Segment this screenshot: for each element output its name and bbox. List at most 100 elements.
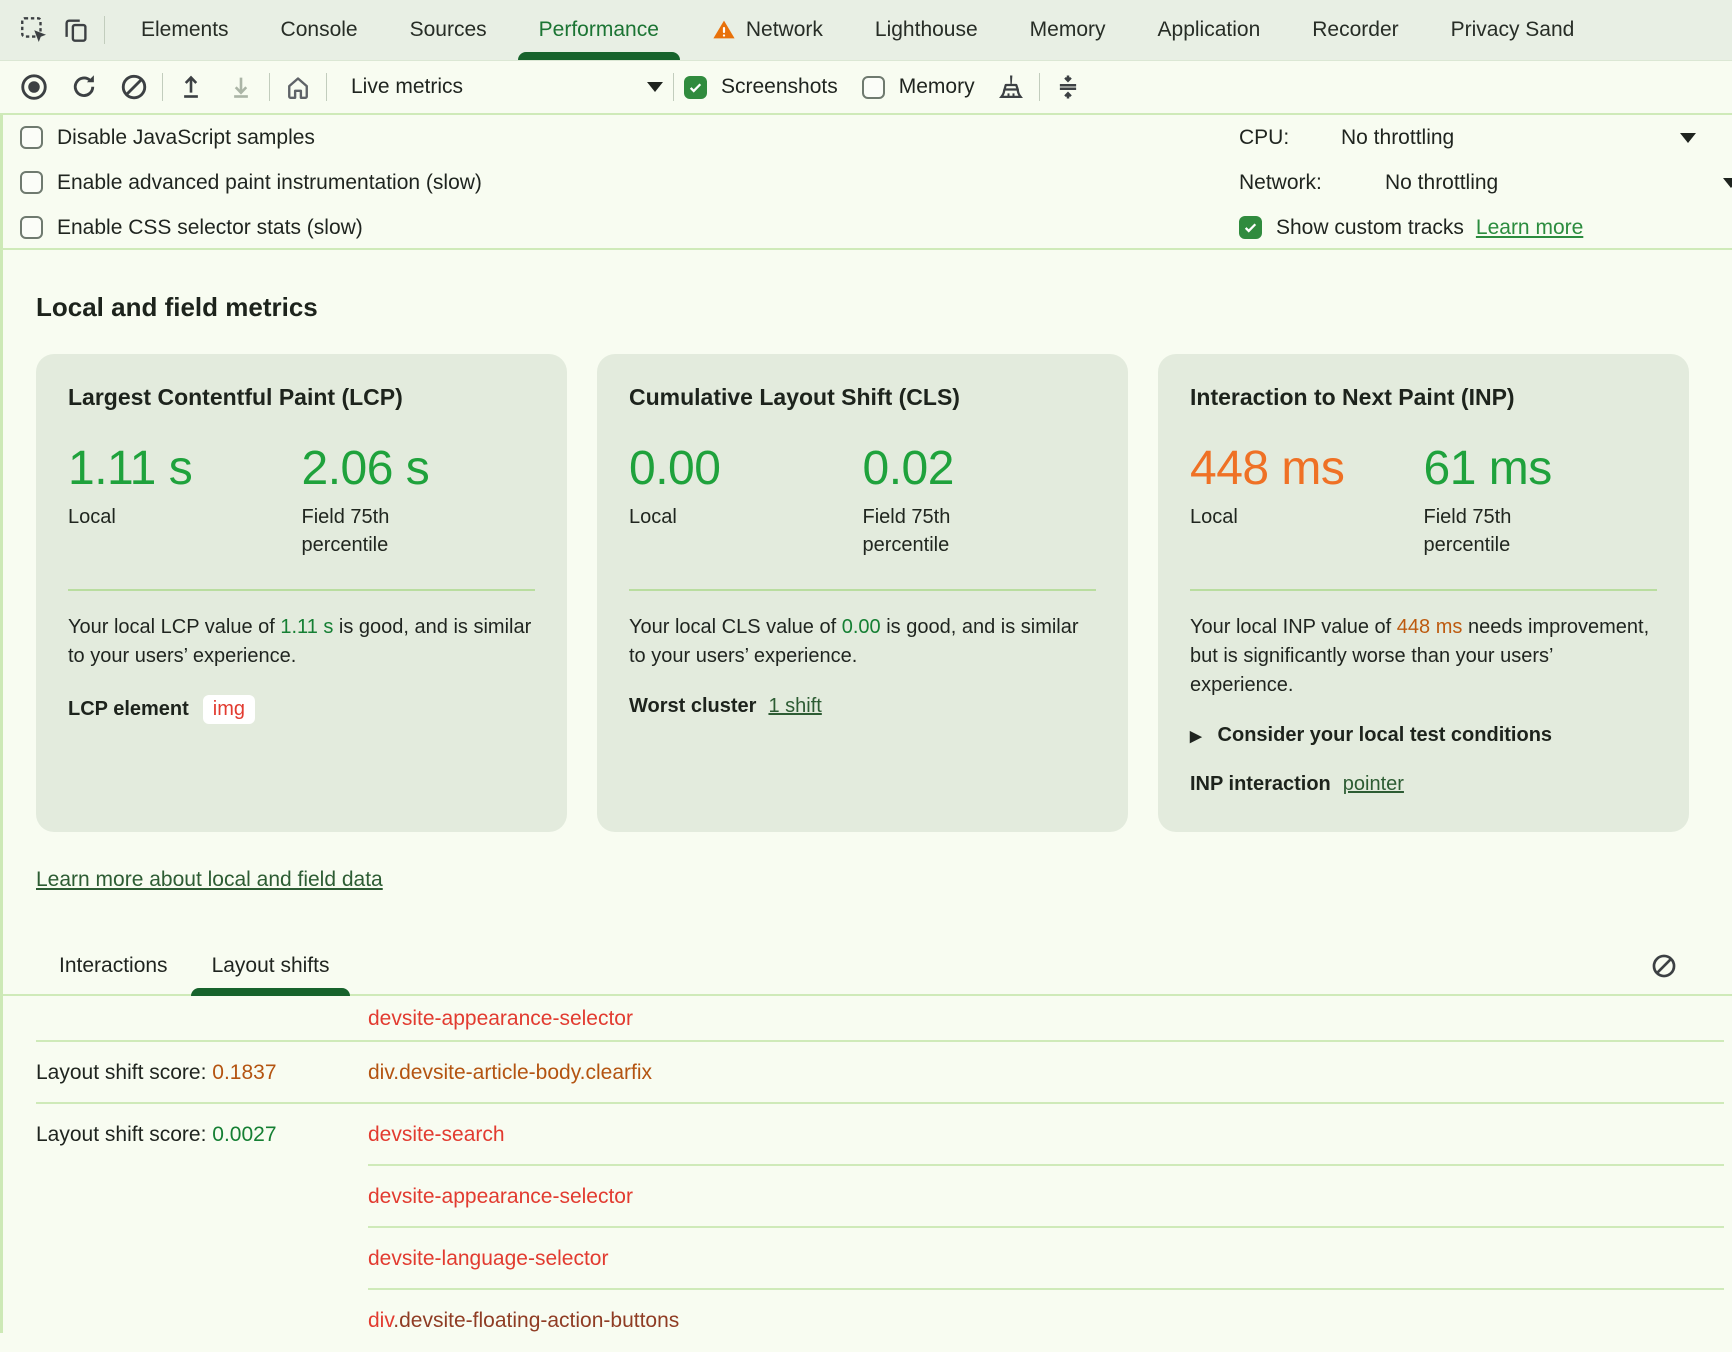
throttling-controls: CPU: No throttling Network: No throttlin… (1239, 115, 1732, 250)
cls-local-value: 0.00 (629, 442, 721, 495)
shift-element-link[interactable]: devsite-language-selector (368, 1247, 609, 1270)
shift-element-link[interactable]: div.devsite-article-body.clearfix (368, 1061, 652, 1084)
cpu-label: CPU: (1239, 125, 1290, 149)
layout-shift-row: devsite-appearance-selector (3, 996, 1732, 1042)
shift-element-link[interactable]: div.devsite-floating-action-buttons (368, 1309, 679, 1333)
field-data-learn-more-link[interactable]: Learn more about local and field data (36, 868, 383, 891)
inp-interaction-link[interactable]: pointer (1342, 773, 1404, 795)
advanced-paint-row[interactable]: Enable advanced paint instrumentation (s… (20, 160, 482, 205)
toolbar-separator (269, 73, 270, 101)
clear-icon[interactable] (116, 69, 152, 105)
desc-text: Your local LCP value of (68, 616, 281, 638)
worst-cluster-link[interactable]: 1 shift (768, 695, 822, 717)
desc-text: needs improvement, but is significantly … (1190, 616, 1650, 696)
tab-label: Performance (538, 18, 659, 41)
tab-label: Application (1157, 18, 1261, 41)
lcp-element-label: LCP element (68, 698, 189, 720)
tab-label: Lighthouse (874, 18, 978, 41)
shift-score: Layout shift score: 0.0027 (36, 1123, 368, 1147)
lcp-card-title: Largest Contentful Paint (LCP) (68, 384, 403, 410)
tabbar-separator (104, 16, 105, 44)
tab-network[interactable]: Network (685, 0, 849, 60)
disable-js-samples-checkbox[interactable] (20, 126, 43, 149)
layout-shift-row: devsite-language-selector (3, 1228, 1732, 1290)
tab-privacy-sandbox[interactable]: Privacy Sand (1425, 0, 1601, 60)
tab-layout-shifts[interactable]: Layout shifts (190, 938, 351, 996)
advanced-paint-checkbox[interactable] (20, 171, 43, 194)
local-test-conditions-expander[interactable]: ▶ Consider your local test conditions (1190, 724, 1657, 747)
cpu-throttling-row: CPU: No throttling (1239, 115, 1732, 160)
tab-memory[interactable]: Memory (1004, 0, 1132, 60)
collect-garbage-icon[interactable] (993, 69, 1029, 105)
tab-lighthouse[interactable]: Lighthouse (849, 0, 1004, 60)
custom-tracks-label: Show custom tracks (1276, 215, 1464, 239)
chevron-down-icon[interactable] (1723, 177, 1732, 188)
network-throttling-select[interactable]: No throttling (1385, 170, 1499, 194)
network-throttling-row: Network: No throttling (1239, 160, 1732, 205)
shift-element-link[interactable]: devsite-appearance-selector (368, 1185, 633, 1208)
home-icon[interactable] (280, 69, 316, 105)
adjust-view-icon[interactable] (1050, 69, 1086, 105)
view-mode-select[interactable]: Live metrics (351, 75, 663, 99)
screenshots-checkbox-row[interactable]: Screenshots (684, 75, 838, 99)
reload-icon[interactable] (66, 69, 102, 105)
element-tag: div (368, 1309, 394, 1332)
shift-score-value: 0.1837 (212, 1061, 277, 1084)
cls-field-label: Field 75th percentile (862, 506, 951, 556)
shift-score-label: Layout shift score: (36, 1061, 213, 1084)
tab-label: Privacy Sand (1450, 18, 1575, 41)
card-divider (629, 589, 1096, 591)
tab-label: Memory (1029, 18, 1106, 41)
tab-performance[interactable]: Performance (513, 0, 685, 60)
memory-checkbox-row[interactable]: Memory (861, 75, 975, 99)
shift-score: Layout shift score: 0.1837 (36, 1061, 368, 1085)
shift-element-link[interactable]: devsite-appearance-selector (368, 1007, 633, 1030)
clear-log-icon[interactable] (1650, 952, 1678, 980)
inspect-icon[interactable] (16, 12, 52, 48)
disable-js-samples-label: Disable JavaScript samples (57, 125, 315, 149)
tab-console[interactable]: Console (255, 0, 384, 60)
card-divider (68, 589, 535, 591)
shift-element-link[interactable]: devsite-search (368, 1123, 505, 1146)
shift-score-value: 0.0027 (212, 1123, 277, 1146)
tab-recorder[interactable]: Recorder (1286, 0, 1424, 60)
load-profile-icon[interactable] (173, 69, 209, 105)
lcp-element-link[interactable]: img (202, 695, 256, 724)
devtools-tabbar: Elements Console Sources Performance Net… (0, 0, 1732, 61)
inp-description: Your local INP value of 448 ms needs imp… (1190, 613, 1657, 700)
css-selector-stats-checkbox[interactable] (20, 216, 43, 239)
save-profile-icon[interactable] (223, 69, 259, 105)
custom-tracks-row: Show custom tracks Learn more (1239, 205, 1732, 250)
tab-interactions[interactable]: Interactions (38, 938, 189, 994)
disable-js-samples-row[interactable]: Disable JavaScript samples (20, 115, 482, 160)
layout-shift-row: div.devsite-floating-action-buttons (3, 1290, 1732, 1352)
custom-tracks-learn-more-link[interactable]: Learn more (1475, 215, 1584, 239)
tab-elements[interactable]: Elements (115, 0, 255, 60)
cpu-throttling-select[interactable]: No throttling (1341, 125, 1455, 149)
log-tabbar: Interactions Layout shifts (3, 938, 1732, 996)
tab-sources[interactable]: Sources (384, 0, 513, 60)
device-toolbar-icon[interactable] (58, 12, 94, 48)
toolbar-separator (673, 73, 674, 101)
inp-local-value: 448 ms (1190, 442, 1345, 495)
memory-checkbox[interactable] (861, 75, 885, 99)
inp-card-title: Interaction to Next Paint (INP) (1190, 384, 1515, 410)
lcp-field-value: 2.06 s (301, 442, 430, 495)
record-icon[interactable] (16, 69, 52, 105)
tabbar-left-icons (0, 12, 115, 48)
element-classes: .devsite-floating-action-buttons (393, 1309, 680, 1332)
tab-label: Recorder (1312, 18, 1399, 41)
tab-application[interactable]: Application (1132, 0, 1287, 60)
screenshots-checkbox[interactable] (684, 75, 707, 99)
css-selector-stats-row[interactable]: Enable CSS selector stats (slow) (20, 205, 482, 250)
chevron-down-icon[interactable] (1680, 132, 1696, 143)
toolbar-separator (1038, 73, 1040, 101)
custom-tracks-checkbox[interactable] (1239, 216, 1262, 239)
lcp-local-label: Local (68, 506, 116, 528)
lcp-field-label: Field 75th percentile (301, 506, 390, 556)
tab-label: Network (745, 18, 823, 41)
shift-score-label: Layout shift score: (36, 1123, 213, 1146)
tab-label: Elements (141, 18, 229, 41)
layout-shift-row: Layout shift score: 0.1837 div.devsite-a… (3, 1042, 1732, 1104)
desc-value: 448 ms (1396, 616, 1463, 638)
